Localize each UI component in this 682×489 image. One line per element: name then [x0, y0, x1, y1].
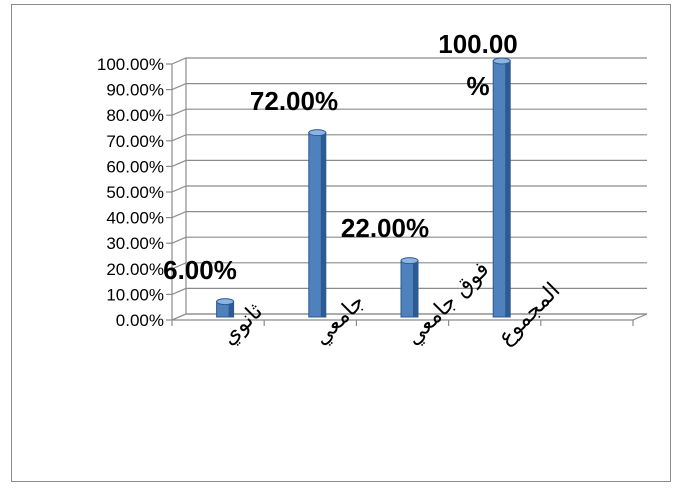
y-tick-label: 90.00% [106, 81, 164, 100]
gridline [171, 134, 647, 142]
gridline [171, 83, 647, 91]
gridline [171, 185, 647, 193]
bar-side [505, 61, 511, 317]
y-tick-label: 20.00% [106, 260, 164, 279]
y-tick-label: 100.00% [97, 55, 164, 74]
y-tick-label: 70.00% [106, 132, 164, 151]
y-tick-label: 0.00% [116, 311, 164, 330]
data-label: 72.00% [250, 86, 338, 116]
data-label: 100.00 [438, 29, 518, 59]
y-tick-label: 50.00% [106, 183, 164, 202]
y-tick-label: 10.00% [106, 285, 164, 304]
bar-top [492, 57, 511, 65]
gridline [171, 57, 647, 65]
bar-side [320, 132, 326, 317]
bar-side [413, 260, 418, 317]
bar-side [228, 301, 234, 317]
y-tick-label: 60.00% [106, 157, 164, 176]
bar-top [308, 129, 327, 137]
y-tick-label: 30.00% [106, 234, 164, 253]
data-label: 22.00% [341, 213, 429, 243]
y-tick-label: 40.00% [106, 209, 164, 228]
bar-top [216, 298, 235, 306]
gridline [171, 108, 647, 116]
data-label: 6.00% [163, 255, 237, 285]
gridline [171, 159, 647, 167]
y-tick-label: 80.00% [106, 106, 164, 125]
data-label-unit: % [466, 71, 489, 101]
bar-top [400, 257, 419, 265]
